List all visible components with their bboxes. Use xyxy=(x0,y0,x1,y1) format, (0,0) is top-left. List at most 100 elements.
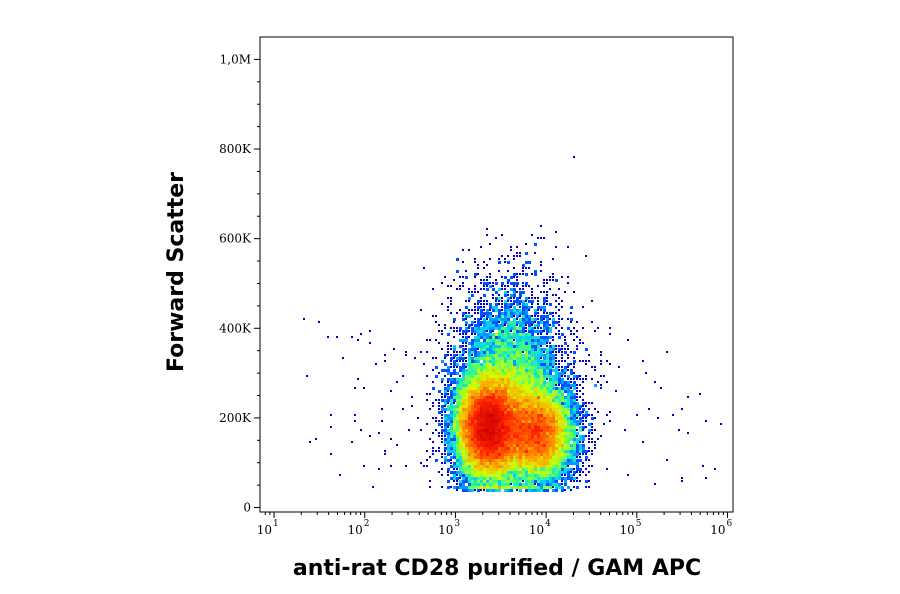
density-point xyxy=(444,423,447,426)
density-point xyxy=(420,351,422,353)
density-point xyxy=(522,285,524,287)
density-point xyxy=(351,441,353,443)
density-point xyxy=(516,384,519,387)
density-point xyxy=(558,387,561,390)
density-point xyxy=(510,276,513,279)
x-tick-exponent: 6 xyxy=(726,519,732,529)
density-point xyxy=(474,435,477,438)
density-point xyxy=(489,432,492,435)
density-point xyxy=(330,453,332,455)
density-point xyxy=(456,441,459,444)
density-point xyxy=(450,411,453,414)
density-point xyxy=(570,411,573,414)
density-point xyxy=(585,456,588,459)
density-point xyxy=(447,486,450,489)
density-point xyxy=(522,333,525,336)
density-point xyxy=(468,408,471,411)
density-point xyxy=(465,339,468,342)
density-point xyxy=(462,423,465,426)
density-point xyxy=(462,330,465,333)
density-point xyxy=(486,444,489,447)
density-point xyxy=(546,447,549,450)
density-point xyxy=(474,369,477,372)
density-point xyxy=(501,342,504,345)
density-point xyxy=(450,285,452,287)
density-point xyxy=(447,387,450,390)
density-point xyxy=(516,366,519,369)
density-point xyxy=(480,279,482,281)
density-point xyxy=(522,318,525,321)
density-point xyxy=(483,453,486,456)
density-point xyxy=(525,390,528,393)
density-point xyxy=(489,348,492,351)
density-point xyxy=(552,273,554,275)
density-point xyxy=(501,312,504,315)
density-point xyxy=(474,483,477,486)
density-point xyxy=(495,465,498,468)
density-point xyxy=(504,372,507,375)
density-point xyxy=(411,405,413,407)
density-point xyxy=(570,321,572,323)
density-point xyxy=(510,387,513,390)
x-tick-label: 10 1 xyxy=(257,519,279,537)
density-point xyxy=(471,414,474,417)
density-point xyxy=(573,387,576,390)
density-point xyxy=(351,336,353,338)
density-point xyxy=(534,417,537,420)
density-point xyxy=(540,477,543,480)
density-point xyxy=(522,288,524,290)
density-point xyxy=(441,348,443,350)
density-point xyxy=(498,357,501,360)
density-point xyxy=(576,396,578,398)
density-point xyxy=(576,432,579,435)
density-point xyxy=(570,312,572,314)
density-point xyxy=(504,393,507,396)
density-point xyxy=(537,366,540,369)
density-point xyxy=(474,306,476,308)
density-point xyxy=(555,462,558,465)
density-point xyxy=(534,483,536,485)
density-point xyxy=(531,483,534,486)
density-point xyxy=(471,405,474,408)
density-point xyxy=(450,381,453,384)
density-point xyxy=(549,360,552,363)
density-point xyxy=(504,291,507,294)
density-point xyxy=(486,384,489,387)
density-point xyxy=(471,417,474,420)
density-point xyxy=(516,444,519,447)
density-point xyxy=(477,384,480,387)
density-point xyxy=(486,408,489,411)
density-point xyxy=(504,306,507,309)
density-point xyxy=(390,438,392,440)
density-point xyxy=(492,426,495,429)
density-point xyxy=(537,441,540,444)
density-point xyxy=(576,465,579,468)
density-point xyxy=(501,393,504,396)
density-point xyxy=(564,465,567,468)
density-point xyxy=(477,300,480,303)
density-point xyxy=(501,369,504,372)
density-point xyxy=(528,423,531,426)
density-point xyxy=(456,381,459,384)
density-point xyxy=(504,456,507,459)
density-point xyxy=(480,282,482,284)
density-point xyxy=(528,309,530,311)
density-point xyxy=(558,360,560,362)
density-point xyxy=(507,399,510,402)
density-point xyxy=(591,423,593,425)
density-point xyxy=(495,315,498,318)
density-point xyxy=(342,357,344,359)
density-point xyxy=(561,465,564,468)
density-point xyxy=(471,441,474,444)
density-point xyxy=(405,351,407,353)
density-point xyxy=(492,486,495,489)
density-point xyxy=(474,489,476,491)
density-point xyxy=(555,369,558,372)
density-point xyxy=(540,465,543,468)
density-point xyxy=(540,327,542,329)
density-point xyxy=(498,429,501,432)
density-point xyxy=(549,336,552,339)
density-point xyxy=(525,372,528,375)
density-point xyxy=(468,438,471,441)
density-point xyxy=(594,447,596,449)
